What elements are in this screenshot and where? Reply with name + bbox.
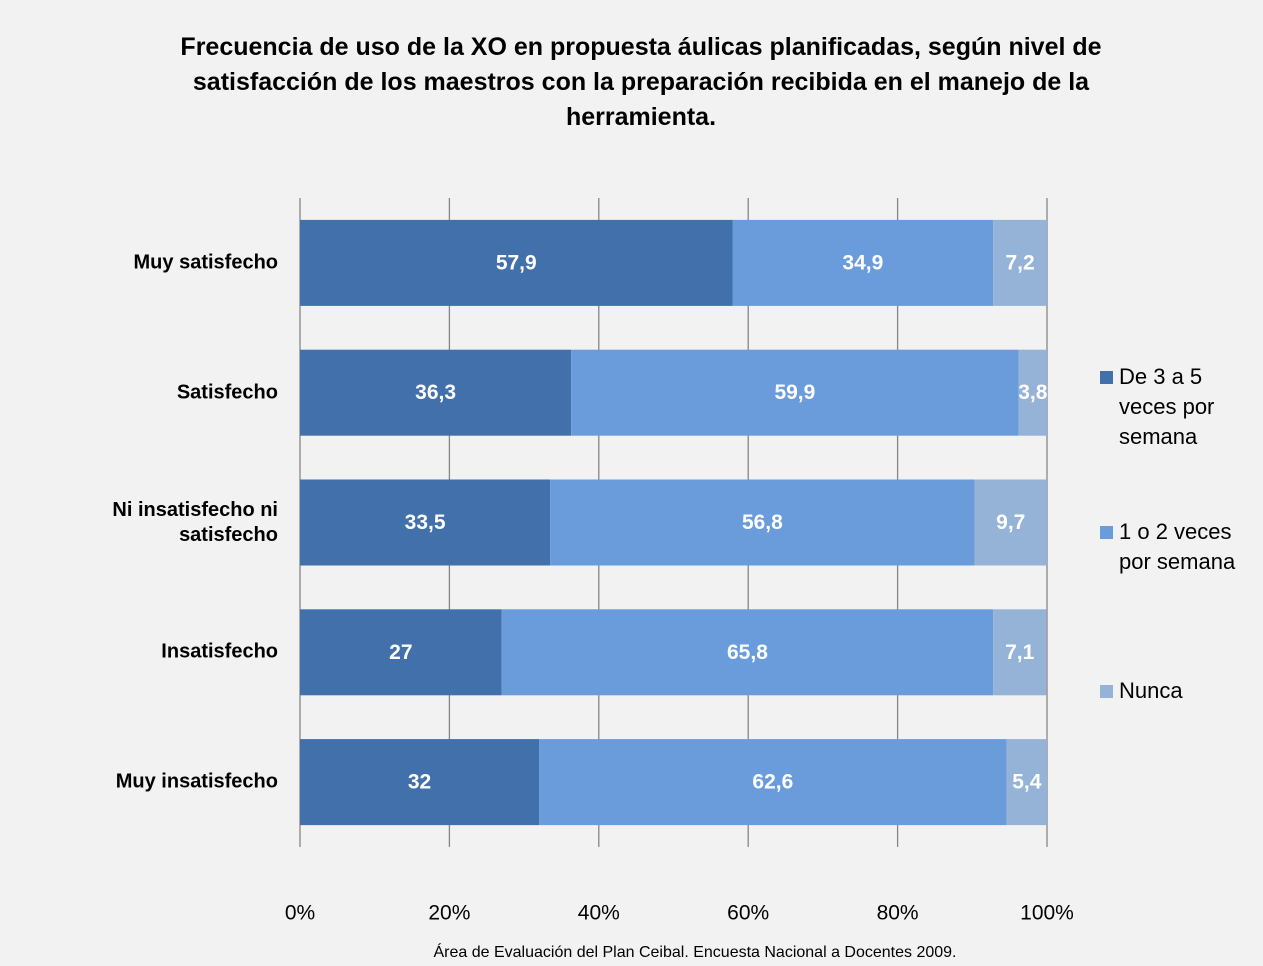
bar-segment <box>993 219 1047 306</box>
data-label: 34,9 <box>842 251 883 274</box>
bar-segment <box>300 349 572 436</box>
legend-label: 1 o 2 veces por semana <box>1119 519 1236 574</box>
bar-segment <box>539 739 1007 826</box>
bar-segment <box>501 609 994 696</box>
data-label: 36,3 <box>415 381 456 404</box>
bar-segment <box>1018 349 1047 436</box>
bar-segment <box>300 739 540 826</box>
x-tick-label: 80% <box>877 902 919 925</box>
x-tick-label: 0% <box>285 902 315 925</box>
legend-label: Nunca <box>1119 678 1183 703</box>
bar-segment <box>550 479 975 566</box>
data-label: 56,8 <box>742 511 783 534</box>
data-label: 3,8 <box>1018 381 1048 404</box>
bar-segment <box>1006 739 1047 826</box>
data-label: 27 <box>389 641 412 664</box>
legend-label: De 3 a 5 veces por semana <box>1119 364 1215 449</box>
x-tick-label: 40% <box>578 902 620 925</box>
bar-segment <box>974 479 1047 566</box>
source-note: Área de Evaluación del Plan Ceibal. Encu… <box>433 944 957 961</box>
bar-segment <box>300 609 502 696</box>
x-tick-label: 60% <box>727 902 769 925</box>
data-label: 57,9 <box>496 251 537 274</box>
data-label: 5,4 <box>1012 771 1042 794</box>
legend-swatch <box>1100 371 1113 384</box>
data-label: 33,5 <box>405 511 446 534</box>
x-tick-label: 20% <box>428 902 470 925</box>
data-label: 62,6 <box>752 771 793 794</box>
y-tick-label: Muy satisfecho <box>133 251 278 274</box>
bar-segment <box>732 219 994 306</box>
bar-segment <box>571 349 1019 436</box>
data-label: 65,8 <box>727 641 768 664</box>
data-label: 7,1 <box>1005 641 1035 664</box>
data-label: 7,2 <box>1006 251 1035 274</box>
chart-title: Frecuencia de uso de la XO en propuesta … <box>180 33 1102 131</box>
y-tick-label: Insatisfecho <box>161 640 278 663</box>
data-label: 32 <box>408 771 431 794</box>
y-tick-label: Ni insatisfecho ni satisfecho <box>112 498 278 546</box>
bar-segment <box>300 479 551 566</box>
bar-segment <box>300 219 733 306</box>
legend-swatch <box>1100 526 1113 539</box>
data-label: 9,7 <box>996 511 1025 534</box>
data-label: 59,9 <box>774 381 815 404</box>
legend-swatch <box>1100 685 1113 698</box>
bar-segment <box>993 609 1047 696</box>
y-tick-label: Muy insatisfecho <box>115 770 278 793</box>
y-tick-label: Satisfecho <box>176 381 278 404</box>
x-tick-label: 100% <box>1020 902 1074 925</box>
